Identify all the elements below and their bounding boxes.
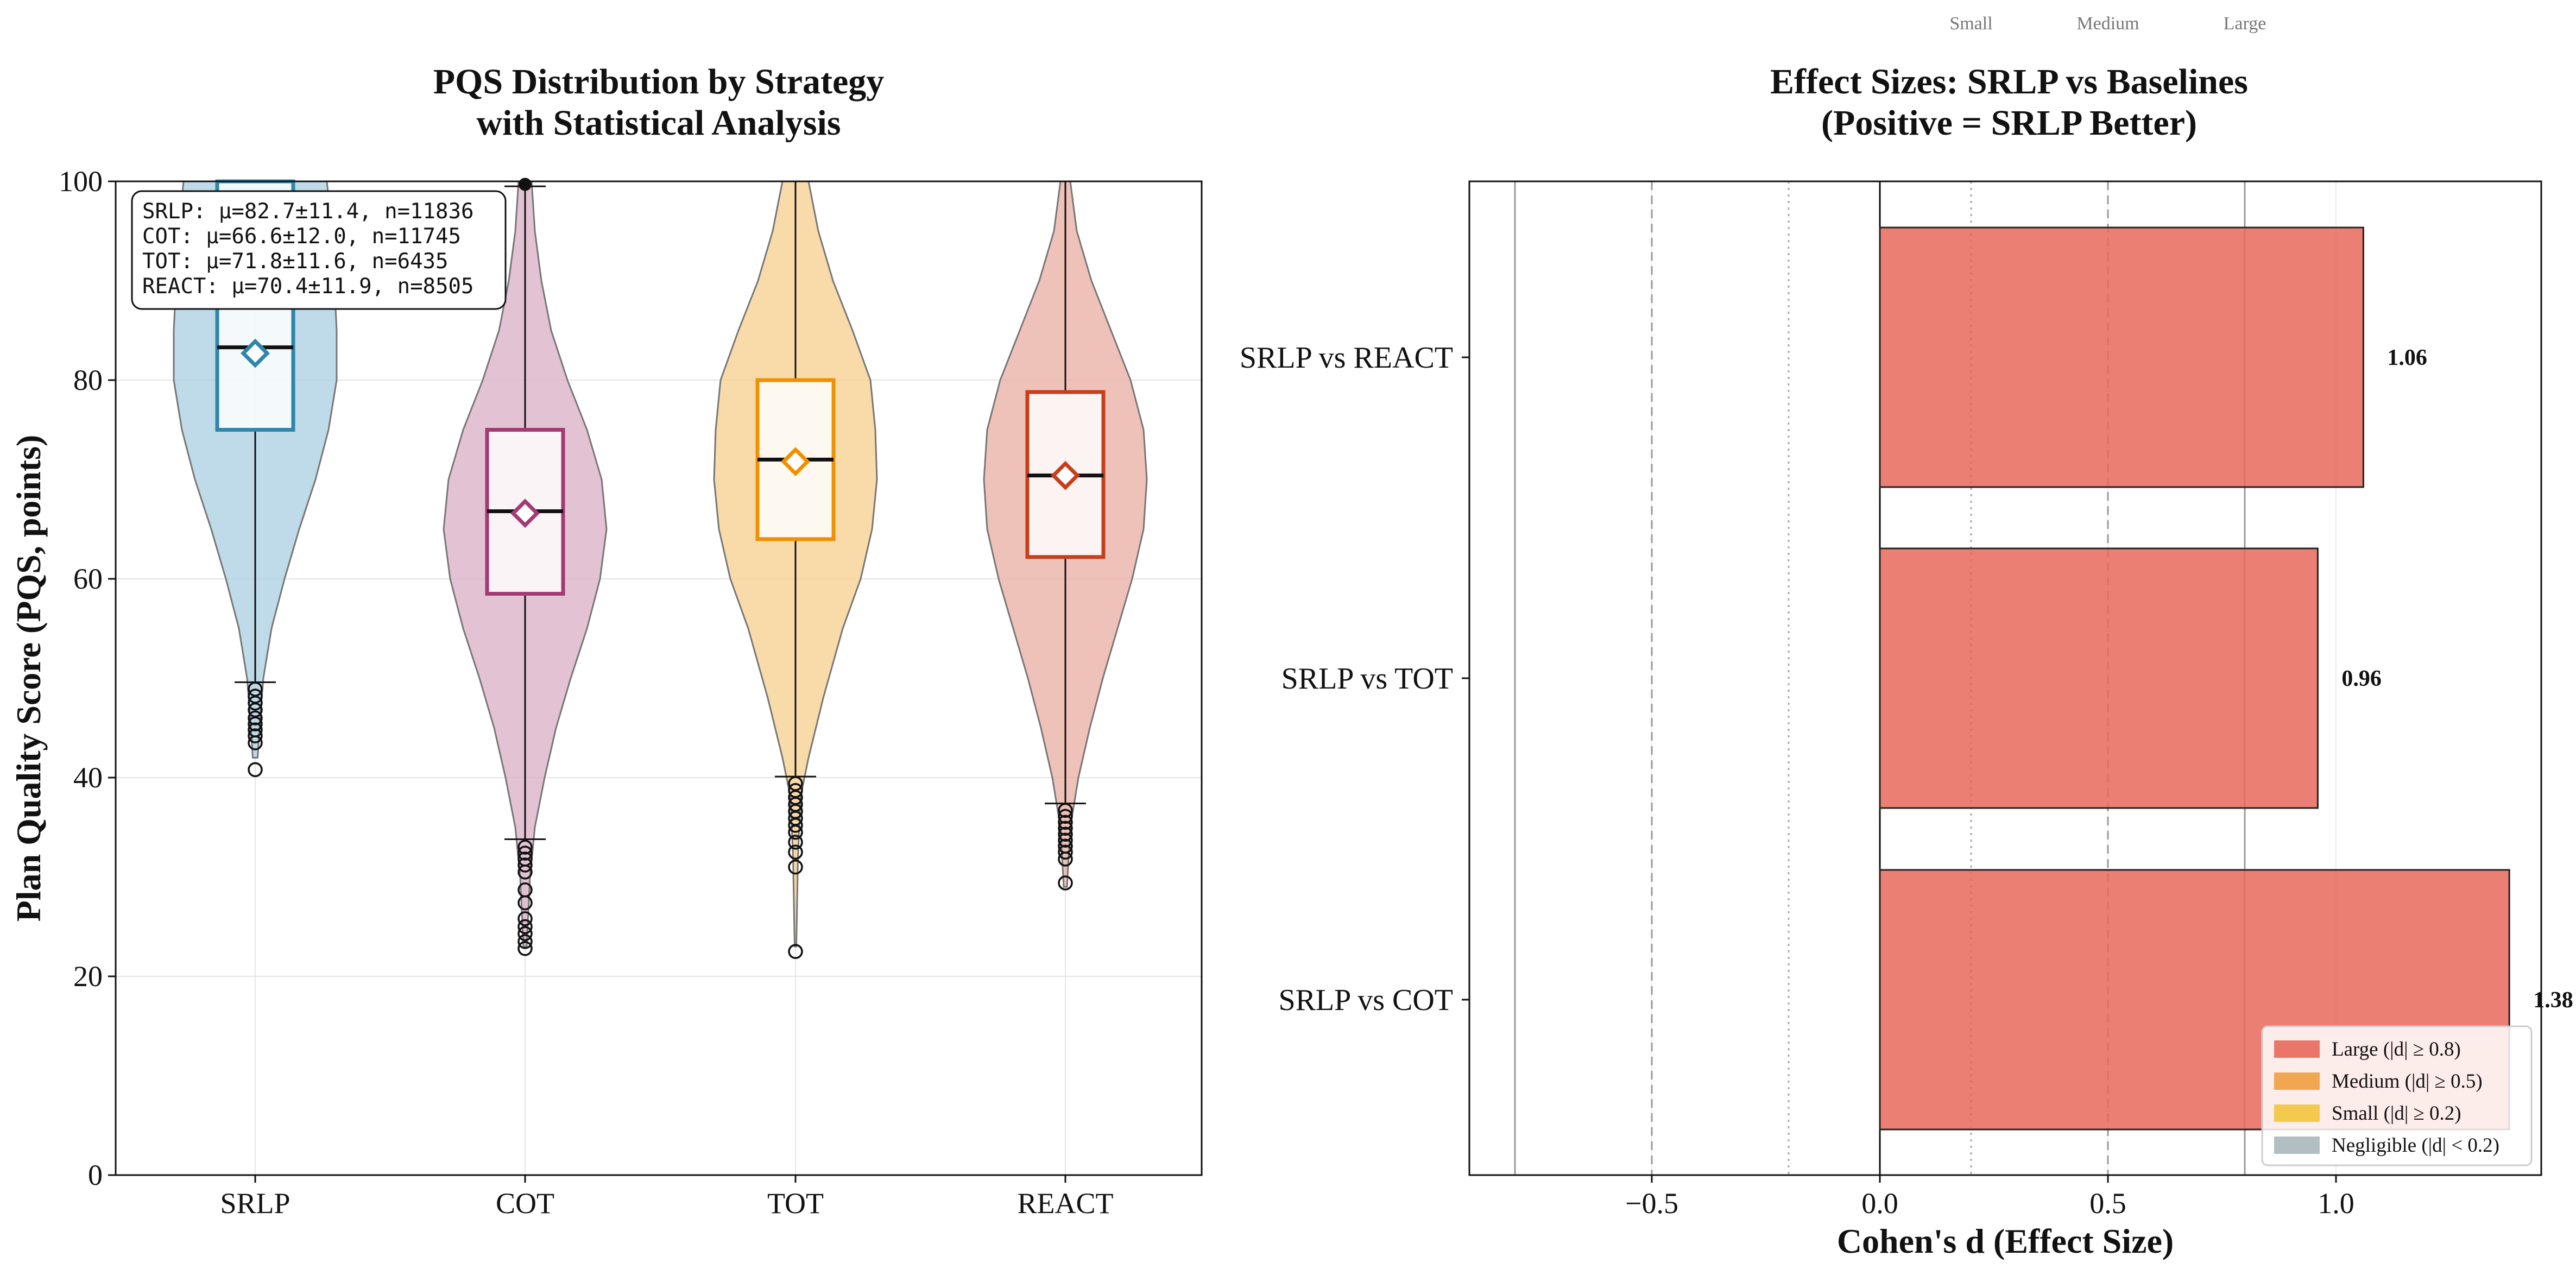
- outlier-point: [788, 944, 803, 959]
- outlier-point: [788, 776, 803, 791]
- outlier-point: [248, 681, 263, 697]
- outlier-point: [248, 722, 263, 737]
- effect-chart-title-line-1: Effect Sizes: SRLP vs Baselines: [1770, 62, 2248, 102]
- legend-swatch: [2274, 1072, 2320, 1090]
- outlier-point: [1058, 875, 1073, 891]
- effect-bars: 1.06 0.96 1.38: [1879, 226, 2573, 1131]
- outlier-point: [1058, 844, 1073, 860]
- y-tick-label: 40: [73, 761, 103, 794]
- y-tick-label: SRLP vs COT: [1278, 983, 1453, 1017]
- legend-swatch: [2274, 1104, 2320, 1122]
- outlier-point: [517, 840, 533, 855]
- y-tick-label: 0: [88, 1159, 103, 1191]
- outlier-point: [1058, 820, 1073, 836]
- legend-label: Medium (|d| ≥ 0.5): [2332, 1070, 2483, 1093]
- outlier-point: [517, 919, 533, 935]
- outlier-point: [517, 911, 533, 926]
- effect-value-label: 0.96: [2341, 666, 2382, 691]
- effect-threshold-labels: Small Medium Large: [1949, 14, 2266, 34]
- stats-box-frame: [131, 190, 507, 310]
- violin-chart-plot-frame: [115, 180, 1203, 1176]
- outlier-point: [788, 835, 803, 850]
- effect-legend: Large (|d| ≥ 0.8) Medium (|d| ≥ 0.5) Small…: [2261, 1025, 2533, 1166]
- stats-line-react: REACT: μ=70.4±11.9, n=8505: [142, 274, 473, 299]
- legend-label: Large (|d| ≥ 0.8): [2332, 1038, 2461, 1061]
- outlier-point: [1058, 826, 1073, 842]
- y-tick-label: SRLP vs REACT: [1240, 341, 1453, 375]
- outlier-point: [519, 178, 532, 191]
- y-tick-label: 60: [73, 563, 103, 595]
- outlier-point: [248, 762, 263, 778]
- y-tick-label: 20: [73, 960, 103, 993]
- legend-label: Small (|d| ≥ 0.2): [2332, 1102, 2461, 1125]
- outlier-point: [517, 845, 533, 861]
- legend-frame: [2261, 1025, 2533, 1166]
- outlier-point: [1058, 809, 1073, 824]
- mean-marker-srlp: [241, 338, 270, 368]
- outlier-point: [517, 851, 533, 867]
- outlier-point: [1058, 815, 1073, 830]
- effect-value-label: 1.06: [2387, 345, 2427, 370]
- outlier-point: [517, 926, 533, 942]
- x-tick-label: 1.0: [2318, 1187, 2354, 1220]
- outlier-point: [517, 882, 533, 898]
- x-tick-label: 0.0: [1861, 1187, 1898, 1220]
- mean-marker-react: [1051, 460, 1080, 490]
- threshold-label-large: Large: [2224, 14, 2266, 34]
- legend-swatch: [2274, 1040, 2320, 1058]
- legend-label: Negligible (|d| < 0.2): [2332, 1134, 2499, 1157]
- violin-chart-y-ticks: 0 20 40 60 80 100: [59, 165, 116, 1191]
- threshold-label-medium: Medium: [2076, 14, 2139, 34]
- violin-chart-y-axis-label: Plan Quality Score (PQS, points): [9, 435, 48, 922]
- effect-bar: [1879, 226, 2364, 488]
- stats-line-tot: TOT: μ=71.8±11.6, n=6435: [142, 249, 449, 274]
- x-tick-label-tot: TOT: [767, 1187, 824, 1220]
- outlier-point: [1058, 803, 1073, 818]
- outlier-point: [248, 689, 263, 704]
- x-tick-label: 0.5: [2089, 1187, 2126, 1220]
- outlier-point: [788, 859, 803, 875]
- outlier-point: [788, 844, 803, 860]
- stats-box: SRLP: μ=82.7±11.4, n=11836 COT: μ=66.6±1…: [131, 190, 507, 310]
- effect-value-label: 1.38: [2533, 988, 2573, 1013]
- effect-chart-title-line-2: (Positive = SRLP Better): [1821, 103, 2197, 143]
- x-tick-label-srlp: SRLP: [220, 1187, 290, 1220]
- x-tick-label-cot: COT: [496, 1187, 554, 1220]
- effect-size-chart-panel: Small Medium Large Effect Sizes: SRLP vs B…: [1240, 14, 2573, 1260]
- x-tick-label: −0.5: [1625, 1187, 1678, 1220]
- outlier-point: [788, 783, 803, 798]
- effect-chart-x-axis-label: Cohen's d (Effect Size): [1837, 1222, 2174, 1260]
- violin-chart-title-line-2: with Statistical Analysis: [476, 103, 841, 143]
- y-tick-label: 80: [73, 364, 103, 396]
- effect-bar: [1879, 547, 2319, 809]
- violin-chart-x-ticks: SRLP COT TOT REACT: [220, 1175, 1114, 1220]
- effect-chart-y-ticks: SRLP vs REACT SRLP vs TOT SRLP vs COT: [1240, 341, 1469, 1017]
- x-tick-label-react: REACT: [1017, 1187, 1113, 1220]
- threshold-label-small: Small: [1949, 14, 1992, 34]
- y-tick-label: SRLP vs TOT: [1281, 662, 1453, 696]
- outlier-point: [1058, 832, 1073, 848]
- outlier-point: [248, 728, 263, 743]
- effect-chart-x-ticks: −0.5 0.0 0.5 1.0: [1625, 1175, 2354, 1220]
- mean-marker-cot: [510, 498, 540, 528]
- legend-swatch: [2274, 1137, 2320, 1154]
- stats-line-cot: COT: μ=66.6±12.0, n=11745: [142, 224, 461, 249]
- outlier-point: [517, 934, 533, 949]
- violin-chart-panel: PQS Distribution by Strategy with Statis…: [9, 62, 1203, 1220]
- outlier-point: [1058, 838, 1073, 854]
- stats-line-srlp: SRLP: μ=82.7±11.4, n=11836: [142, 199, 473, 224]
- violin-chart-title-line-1: PQS Distribution by Strategy: [433, 62, 885, 102]
- outlier-point: [517, 941, 533, 956]
- outlier-point: [517, 857, 533, 873]
- y-tick-label: 100: [59, 165, 103, 198]
- outlier-point: [248, 710, 263, 725]
- mean-marker-tot: [781, 447, 810, 477]
